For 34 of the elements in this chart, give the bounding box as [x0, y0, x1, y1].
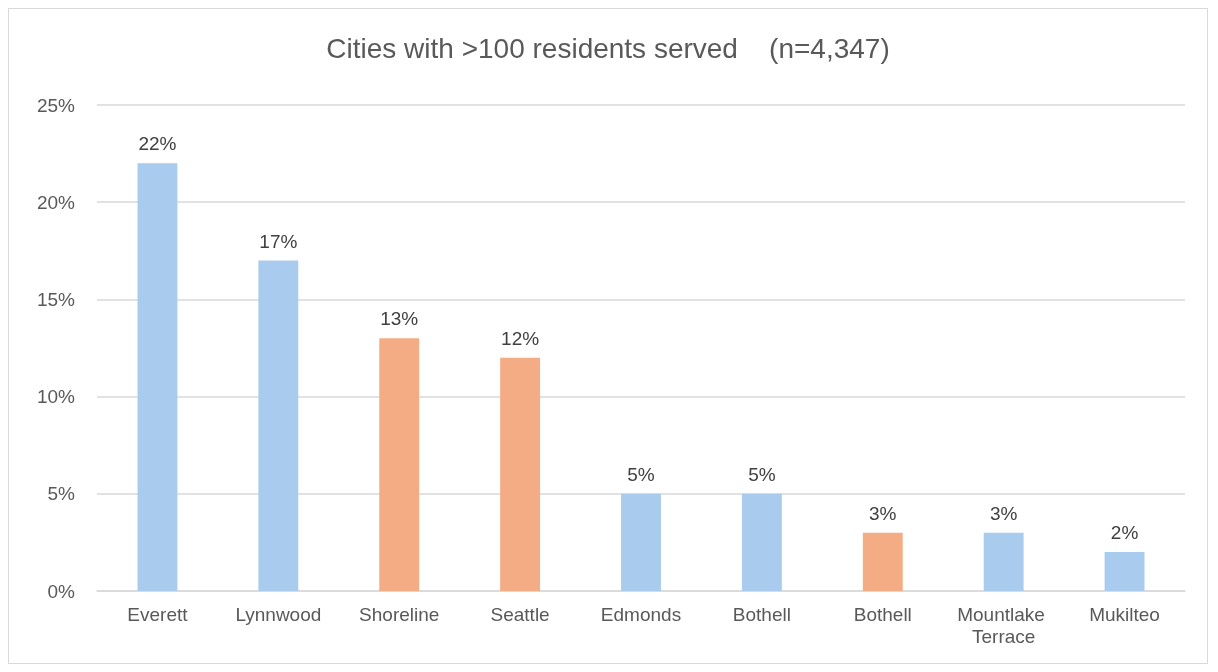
data-label: 5%: [748, 463, 776, 485]
y-tick-label: 25%: [36, 94, 76, 116]
x-tick-label: Seattle: [490, 603, 550, 625]
data-label: 2%: [1110, 522, 1139, 544]
y-tick-label: 20%: [36, 191, 76, 213]
y-tick-label: 10%: [36, 386, 76, 408]
x-tick-label: Everett: [127, 603, 189, 625]
data-label: 3%: [989, 502, 1018, 524]
x-tick-label: Bothell: [853, 603, 912, 625]
x-tick-label: Bothell: [732, 603, 791, 625]
data-label: 5%: [627, 463, 655, 485]
bar: [741, 493, 782, 591]
x-tick-label: Mountlake Terrace: [957, 603, 1051, 647]
bar: [137, 163, 178, 591]
data-label: 22%: [138, 133, 177, 155]
y-tick-label: 0%: [47, 580, 76, 602]
bar: [862, 532, 903, 591]
x-tick-label: Mukilteo: [1089, 603, 1160, 625]
x-tick-label: Shoreline: [359, 603, 440, 625]
data-label: 12%: [501, 327, 540, 349]
chart-title: Cities with >100 residents served (n=4,347): [326, 32, 890, 64]
bar: [621, 493, 661, 591]
x-tick-label: Lynnwood: [235, 603, 322, 625]
data-label: 3%: [869, 502, 897, 524]
bar: [1104, 552, 1145, 591]
bar: [500, 357, 541, 591]
data-label: 17%: [259, 230, 298, 252]
x-tick-label: Edmonds: [600, 603, 682, 625]
data-label: 13%: [380, 308, 419, 330]
y-tick-label: 5%: [47, 483, 76, 505]
y-tick-label: 15%: [36, 288, 76, 310]
bar: [983, 532, 1024, 591]
bar: [379, 338, 420, 591]
bar: [258, 260, 299, 591]
